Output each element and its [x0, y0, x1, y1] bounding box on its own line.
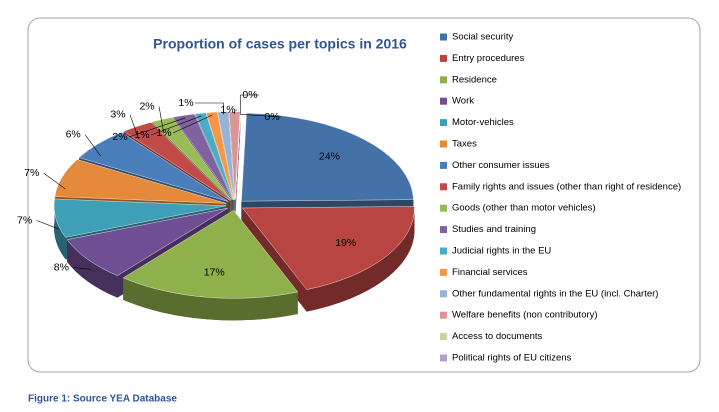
- value-label: 8%: [54, 261, 69, 273]
- value-label: 7%: [17, 214, 32, 226]
- legend-swatch: [440, 161, 447, 169]
- slice-rim: [54, 198, 66, 260]
- slice: [123, 122, 231, 201]
- legend-label: Political rights of EU citizens: [452, 353, 572, 364]
- slice: [66, 207, 228, 276]
- legend-label: Residence: [452, 74, 497, 85]
- legend-label: Family rights and issues (other than rig…: [452, 181, 681, 192]
- legend-label: Other consumer issues: [452, 160, 550, 171]
- legend: Social security Entry procedures Residence…: [440, 32, 681, 364]
- slice: [217, 111, 235, 200]
- leader-line: [240, 113, 282, 118]
- slice: [122, 210, 299, 299]
- value-label: 7%: [24, 167, 39, 179]
- value-label: 17%: [204, 267, 225, 279]
- leader-line: [84, 134, 101, 157]
- value-label: 19%: [335, 237, 356, 249]
- value-label: 2%: [139, 100, 154, 112]
- leader-line: [36, 220, 60, 230]
- legend-swatch: [440, 119, 447, 127]
- legend-swatch: [440, 33, 447, 41]
- legend-label: Judicial rights in the EU: [452, 246, 551, 257]
- legend-swatch: [440, 354, 447, 362]
- legend-swatch: [440, 76, 447, 84]
- leader-line: [150, 115, 202, 136]
- value-label: 24%: [319, 150, 340, 162]
- chart-title: Proportion of cases per topics in 2016: [153, 36, 407, 52]
- legend-label: Social security: [452, 32, 513, 43]
- value-label: 1%: [220, 104, 235, 116]
- slice-rim: [306, 206, 415, 312]
- legend-label: Taxes: [452, 139, 477, 150]
- leader-line: [43, 173, 66, 190]
- slice: [194, 112, 234, 200]
- slice: [242, 206, 415, 290]
- value-label: 6%: [66, 129, 81, 141]
- legend-swatch: [440, 140, 447, 148]
- legend-swatch: [440, 183, 447, 191]
- leader-line: [73, 267, 91, 270]
- legend-swatch: [440, 97, 447, 105]
- legend-swatch: [440, 311, 447, 319]
- leader-line: [128, 117, 186, 138]
- legend-label: Motor-vehicles: [452, 117, 514, 128]
- leader-line: [195, 102, 224, 115]
- leader-line: [239, 94, 259, 115]
- slice: [241, 113, 414, 202]
- legend-swatch: [440, 54, 447, 62]
- slice: [78, 132, 229, 202]
- value-label: 1%: [134, 129, 149, 141]
- slice: [54, 159, 227, 204]
- value-labels: 24%19%17%8%7%7%6%3%2%2% 1% 1%1%1%0%0%: [17, 89, 356, 279]
- slice-rim: [123, 277, 298, 321]
- value-label: 1%: [156, 127, 171, 139]
- slice: [206, 111, 235, 200]
- legend-label: Financial services: [452, 267, 528, 278]
- slice: [53, 198, 227, 238]
- legend-swatch: [440, 290, 447, 298]
- legend-label: Goods (other than motor vehicles): [452, 203, 596, 214]
- legend-swatch: [440, 333, 447, 341]
- slice-rim: [67, 239, 118, 298]
- figure-caption: Figure 1: Source YEA Database: [28, 394, 177, 405]
- pie-tops: [53, 111, 415, 299]
- leader-line: [172, 114, 213, 134]
- legend-label: Access to documents: [452, 331, 543, 342]
- leader-line: [158, 106, 164, 133]
- legend-label: Entry procedures: [452, 53, 525, 64]
- value-label: 3%: [110, 108, 125, 120]
- legend-label: Other fundamental rights in the EU (incl…: [452, 288, 658, 299]
- slice: [151, 117, 232, 201]
- legend-swatch: [440, 247, 447, 255]
- value-label: 1%: [178, 97, 193, 109]
- leader-line: [234, 109, 237, 115]
- leader-line: [129, 114, 140, 140]
- legend-swatch: [440, 268, 447, 276]
- legend-label: Welfare benefits (non contributory): [452, 310, 598, 321]
- slice: [172, 113, 233, 200]
- value-label: 2%: [112, 131, 127, 143]
- legend-label: Work: [452, 96, 474, 107]
- legend-swatch: [440, 204, 447, 212]
- legend-swatch: [440, 226, 447, 234]
- value-label: 0%: [264, 111, 279, 123]
- legend-label: Studies and training: [452, 224, 536, 235]
